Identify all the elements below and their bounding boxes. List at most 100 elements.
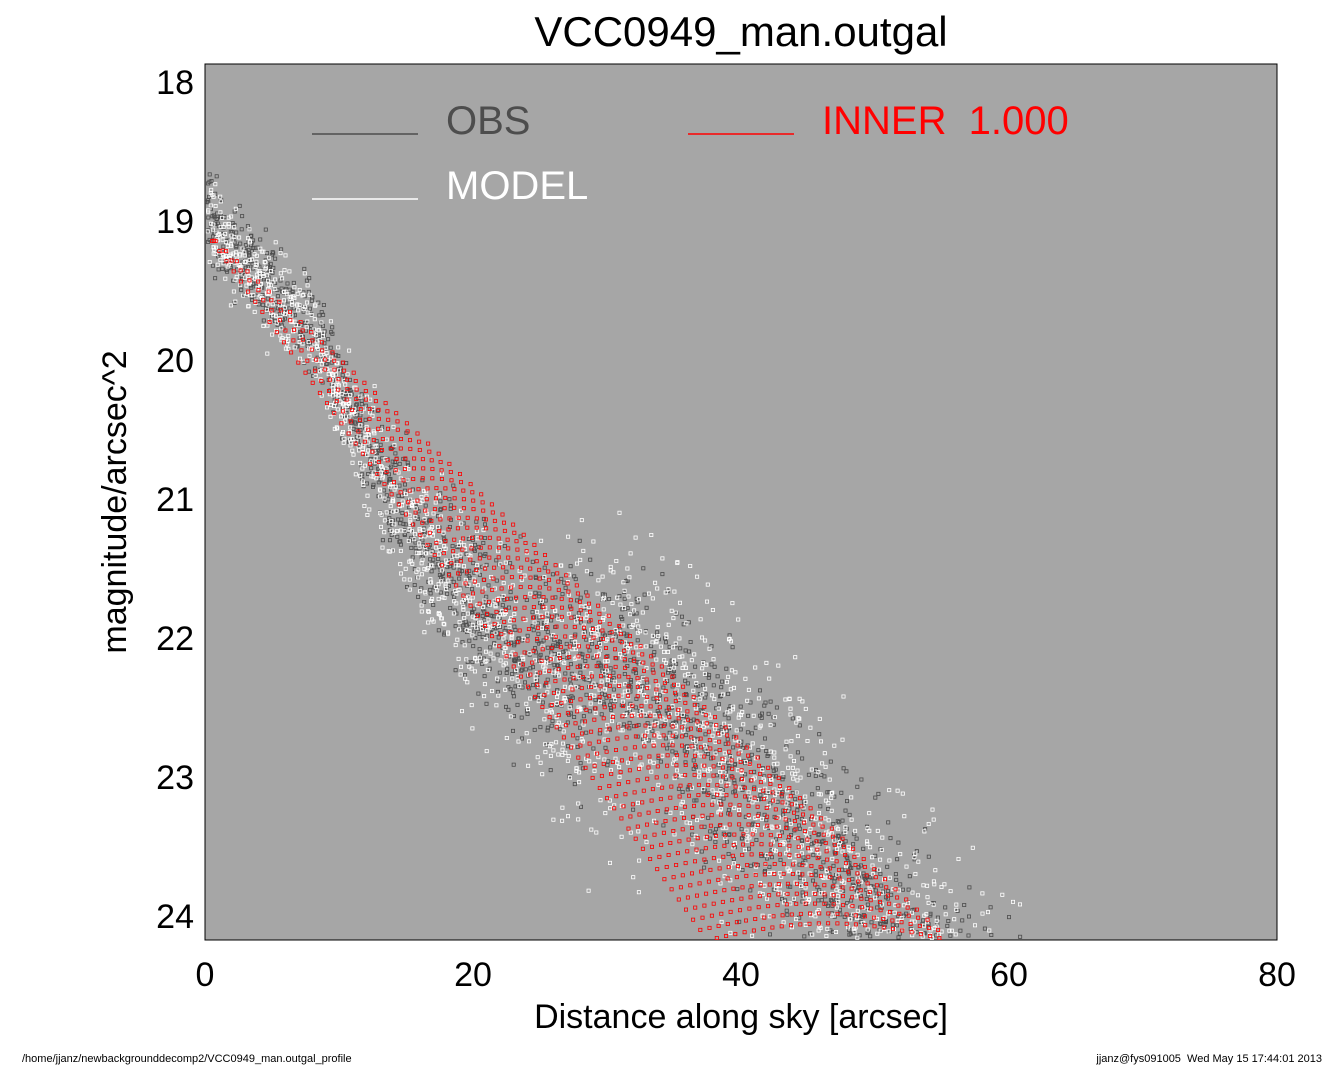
inner-model-point [736,751,741,756]
inner-model-point [588,618,593,623]
inner-model-point [324,401,329,406]
obs-point [685,681,690,686]
model-point [592,768,597,773]
model-point [325,357,330,362]
model-point [436,612,441,617]
y-tick-label: 24 [156,898,194,936]
obs-point [655,709,660,714]
obs-point [396,493,401,498]
inner-model-point [739,896,744,901]
model-point [750,933,755,938]
model-point [643,699,648,704]
inner-model-point [785,881,790,886]
inner-model-point [733,793,738,798]
inner-model-point [541,604,546,609]
obs-point [210,263,215,268]
model-point [581,623,586,628]
model-point [865,826,870,831]
model-point [296,308,301,313]
inner-model-point [804,882,809,887]
inner-model-point [571,733,576,738]
obs-point [232,240,237,245]
model-point [264,273,269,278]
inner-model-point [551,690,556,695]
inner-model-point [598,684,603,689]
model-point [600,597,605,602]
model-point [330,386,335,391]
obs-point [686,727,691,732]
model-point [769,778,774,783]
inner-model-point [522,650,527,655]
model-point [610,601,615,606]
obs-point [307,276,312,281]
inner-model-point [808,806,813,811]
inner-model-point [375,471,380,476]
obs-point [666,668,671,673]
inner-model-point [474,516,479,521]
model-point [709,693,714,698]
model-point [628,612,633,617]
model-point [475,563,480,568]
inner-model-point [904,897,909,902]
inner-model-point [600,636,605,641]
inner-model-point [622,648,627,653]
model-point [719,919,724,924]
model-point [459,521,464,526]
inner-model-point [566,665,571,670]
obs-point [898,882,903,887]
model-point [281,298,286,303]
obs-point [658,693,663,698]
obs-point [321,302,326,307]
inner-model-point [349,407,354,412]
model-point [539,538,544,543]
model-point [689,658,694,663]
obs-point [490,628,495,633]
obs-point [781,775,786,780]
inner-model-point [461,536,466,541]
inner-model-point [711,901,716,906]
inner-model-point [583,765,588,770]
obs-point [271,265,276,270]
obs-point [589,572,594,577]
model-point [823,764,828,769]
model-point [925,895,930,900]
obs-point [317,313,322,318]
model-point [433,500,438,505]
inner-model-point [702,754,707,759]
inner-model-point [851,846,856,851]
model-point [612,679,617,684]
inner-model-point [523,541,528,546]
model-point [507,625,512,630]
model-point [328,368,333,373]
inner-model-point [658,797,663,802]
obs-point [946,919,951,924]
obs-point [821,860,826,865]
model-point [339,392,344,397]
obs-point [845,901,850,906]
model-point [680,712,685,717]
model-point [674,711,679,716]
obs-point [726,716,731,721]
inner-model-point [657,714,662,719]
inner-model-point [266,289,271,294]
inner-model-point [853,863,858,868]
inner-model-point [404,421,409,426]
model-point [882,877,887,882]
inner-model-point [714,833,719,838]
obs-point [890,922,895,927]
obs-point [575,736,580,741]
model-point [776,825,781,830]
obs-point [854,836,859,841]
inner-model-point [732,832,737,837]
inner-model-point [730,766,735,771]
inner-model-point [780,800,785,805]
obs-point [708,829,713,834]
obs-point [640,675,645,680]
model-point [663,590,668,595]
model-point [737,866,742,871]
obs-point [697,692,702,697]
model-point [598,700,603,705]
model-point [773,849,778,854]
model-point [546,684,551,689]
inner-model-point [802,820,807,825]
